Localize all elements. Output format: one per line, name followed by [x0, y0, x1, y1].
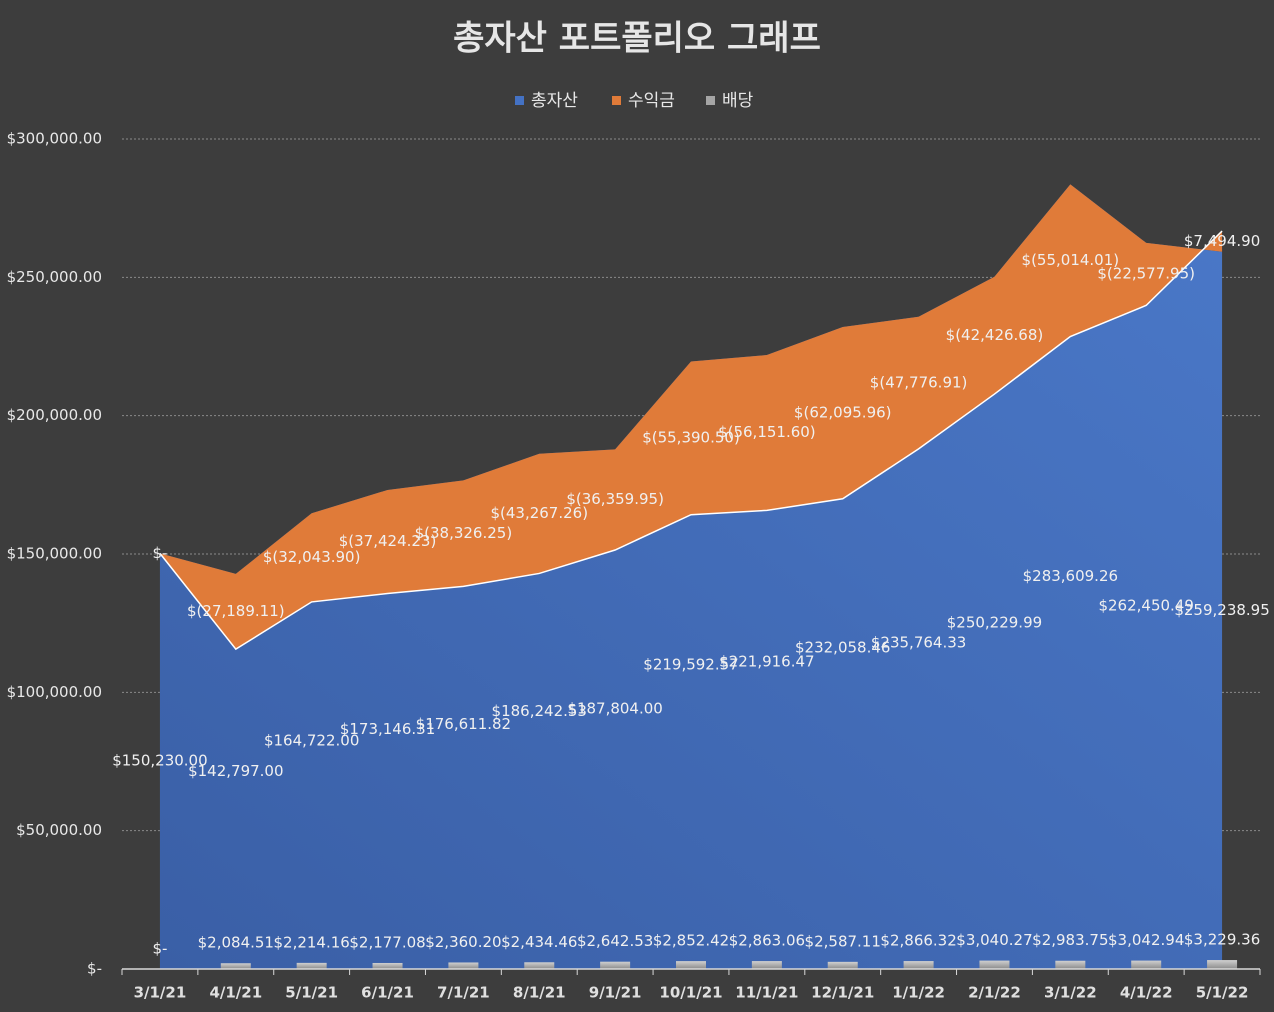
x-tick-label: 3/1/21 [134, 984, 187, 1002]
data-label: $250,229.99 [947, 613, 1042, 631]
data-label: $(62,095.96) [794, 403, 892, 421]
legend-swatch [515, 96, 524, 105]
data-label: $2,983.75 [1032, 931, 1108, 949]
bar-dividend [827, 961, 858, 969]
x-tick-label: 5/1/22 [1196, 984, 1249, 1002]
data-label: $- [152, 544, 167, 562]
x-tick-label: 7/1/21 [437, 984, 490, 1002]
legend-label: 총자산 [531, 91, 578, 111]
data-label: $2,863.06 [729, 932, 805, 950]
x-tick-label: 12/1/21 [811, 984, 874, 1002]
area-profit [159, 184, 1223, 650]
data-label: $2,587.11 [805, 932, 881, 950]
data-label: $221,916.47 [719, 653, 814, 671]
bar-dividend [751, 961, 782, 969]
data-label: $2,177.08 [349, 933, 425, 951]
bar-dividend [1131, 960, 1162, 969]
data-label: $(38,326.25) [415, 524, 513, 542]
data-label: $2,084.51 [198, 934, 274, 952]
data-label: $(37,424.23) [339, 532, 437, 550]
x-tick-label: 3/1/22 [1044, 984, 1097, 1002]
y-tick-label: $100,000.00 [7, 683, 102, 701]
x-tick-label: 1/1/22 [892, 984, 945, 1002]
bar-dividend [676, 961, 706, 969]
data-label: $2,214.16 [273, 933, 349, 951]
data-label: $(55,014.01) [1022, 251, 1120, 269]
y-tick-label: $150,000.00 [7, 545, 102, 563]
bar-dividend [448, 962, 479, 969]
x-tick-label: 10/1/21 [659, 984, 722, 1002]
data-label: $142,797.00 [188, 762, 283, 780]
data-label: $2,360.20 [425, 933, 501, 951]
legend-label: 수익금 [628, 91, 675, 111]
data-label: $219,592.57 [643, 656, 738, 674]
data-label: $232,058.46 [795, 638, 890, 656]
data-label: $(36,359.95) [566, 490, 664, 508]
y-tick-label: $- [87, 960, 102, 978]
data-label: $7,494.90 [1184, 232, 1260, 250]
legend-swatch [706, 96, 715, 105]
data-label: $150,230.00 [112, 752, 207, 770]
data-label: $3,040.27 [956, 931, 1032, 949]
data-label: $173,146.31 [340, 720, 435, 738]
data-label: $235,764.33 [871, 633, 966, 651]
data-label: $(22,577.95) [1097, 265, 1195, 283]
data-label: $186,242.53 [492, 702, 587, 720]
x-tick-label: 11/1/21 [735, 984, 798, 1002]
y-tick-label: $200,000.00 [7, 406, 102, 424]
bar-dividend [600, 961, 631, 969]
data-label: $187,804.00 [567, 700, 662, 718]
data-label: $2,866.32 [880, 932, 956, 950]
data-label: $3,229.36 [1184, 931, 1260, 949]
data-label: $- [152, 940, 167, 958]
data-label: $262,450.49 [1098, 596, 1193, 614]
data-label: $(27,189.11) [187, 602, 285, 620]
y-tick-label: $50,000.00 [16, 821, 102, 839]
bar-dividend [979, 960, 1010, 969]
x-tick-label: 4/1/21 [209, 984, 262, 1002]
data-label: $3,042.94 [1108, 931, 1184, 949]
bar-dividend [1207, 960, 1238, 969]
y-tick-label: $300,000.00 [7, 130, 102, 148]
y-tick-label: $250,000.00 [7, 268, 102, 286]
data-label: $(32,043.90) [263, 548, 361, 566]
x-tick-label: 2/1/22 [968, 984, 1021, 1002]
data-label: $(55,390.50) [642, 429, 740, 447]
x-tick-label: 5/1/21 [285, 984, 338, 1002]
bar-dividend [220, 963, 251, 969]
bar-dividend [296, 962, 327, 969]
x-tick-label: 4/1/22 [1120, 984, 1173, 1002]
data-label: $176,611.82 [416, 715, 511, 733]
data-label: $(47,776.91) [870, 373, 968, 391]
data-label: $(42,426.68) [946, 326, 1044, 344]
data-label: $283,609.26 [1023, 567, 1118, 585]
legend-label: 배당 [722, 91, 754, 111]
x-tick-label: 6/1/21 [361, 984, 414, 1002]
data-label: $2,434.46 [501, 933, 577, 951]
data-label: $259,238.95 [1174, 601, 1269, 619]
bar-dividend [372, 962, 403, 969]
x-tick-label: 9/1/21 [589, 984, 642, 1002]
area-top-edge [159, 230, 1223, 651]
bar-dividend [1055, 960, 1086, 969]
legend-swatch [612, 96, 621, 105]
data-label: $(56,151.60) [718, 423, 816, 441]
data-label: $164,722.00 [264, 732, 359, 750]
data-label: $2,642.53 [577, 932, 653, 950]
x-tick-label: 8/1/21 [513, 984, 566, 1002]
data-label: $2,852.42 [653, 932, 729, 950]
data-label: $(43,267.26) [490, 504, 588, 522]
bar-dividend [524, 962, 555, 969]
chart-title: 총자산 포트폴리오 그래프 [453, 19, 821, 59]
bar-dividend [903, 961, 934, 969]
